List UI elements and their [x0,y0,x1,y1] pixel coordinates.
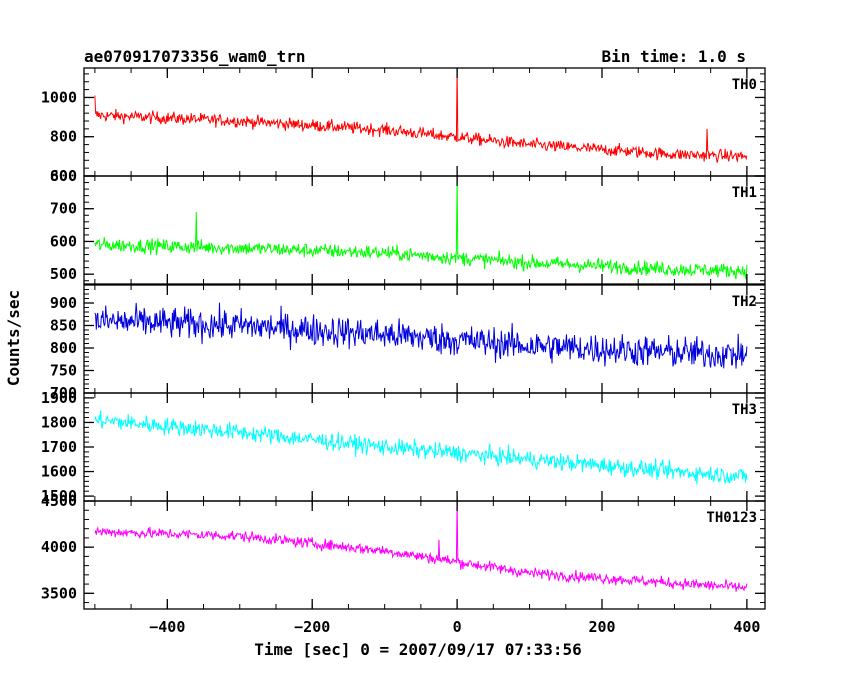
x-tick-label: 200 [588,618,615,636]
panel-frame [83,500,766,610]
y-tick-label: 800 [50,167,77,185]
y-tick-label: 700 [50,384,77,402]
y-tick-label: 1500 [41,487,77,505]
series-line-th0123 [94,501,748,592]
y-tick-label: 600 [50,232,77,250]
panel-label-th0123: TH0123 [706,510,757,526]
y-tick-label: 600 [50,167,77,185]
x-tick-label: 400 [733,618,760,636]
y-tick-label: 4500 [41,492,77,510]
y-tick-label: 850 [50,317,77,335]
y-tick-label: 900 [50,294,77,312]
x-axis: −400 −200 0 200 400 [149,618,760,636]
x-axis-title: Time [sec] 0 = 2007/09/17 07:33:56 [254,640,582,659]
y-tick-label: 1800 [41,413,77,431]
y-axis-title: Counts/sec [4,290,23,386]
series-line-th2 [94,302,748,369]
y-tick-label: 1000 [41,88,77,106]
y-tick-label: 800 [50,128,77,146]
x-tick-label: −200 [294,618,330,636]
panel-th0123: 3500 4000 4500 TH0123 [41,492,766,610]
panel-label-th0: TH0 [732,77,757,93]
y-tick-label: 750 [50,362,77,380]
panel-frame [83,175,766,285]
series-line-th1 [94,176,748,280]
y-tick-label: 3500 [41,584,77,602]
x-tick-label: 0 [453,618,462,636]
panel-label-th2: TH2 [732,294,757,310]
y-tick-label: 1600 [41,463,77,481]
y-tick-label: 1700 [41,438,77,456]
panel-label-th3: TH3 [732,402,757,418]
bin-time-label: Bin time: 1.0 s [602,47,747,66]
x-tick-label: −400 [149,618,185,636]
y-tick-label: 700 [50,200,77,218]
series-line-th0 [94,68,748,163]
y-tick-label: 1900 [41,389,77,407]
series-line-th3 [94,410,748,486]
chart-title: ae070917073356_wam0_trn [84,47,306,66]
y-tick-label: 4000 [41,538,77,556]
panel-label-th1: TH1 [732,185,757,201]
panel-th2: 700 750 800 850 900 TH2 [50,284,766,402]
y-tick-label: 800 [50,339,77,357]
panel-th3: 1500 1600 1700 1800 1900 TH3 [41,389,766,505]
panel-th1: 500 600 700 800 TH1 [50,167,766,285]
panels: 6008001000TH0500600700800TH1700750800850… [41,67,766,610]
y-tick-label: 500 [50,265,77,283]
